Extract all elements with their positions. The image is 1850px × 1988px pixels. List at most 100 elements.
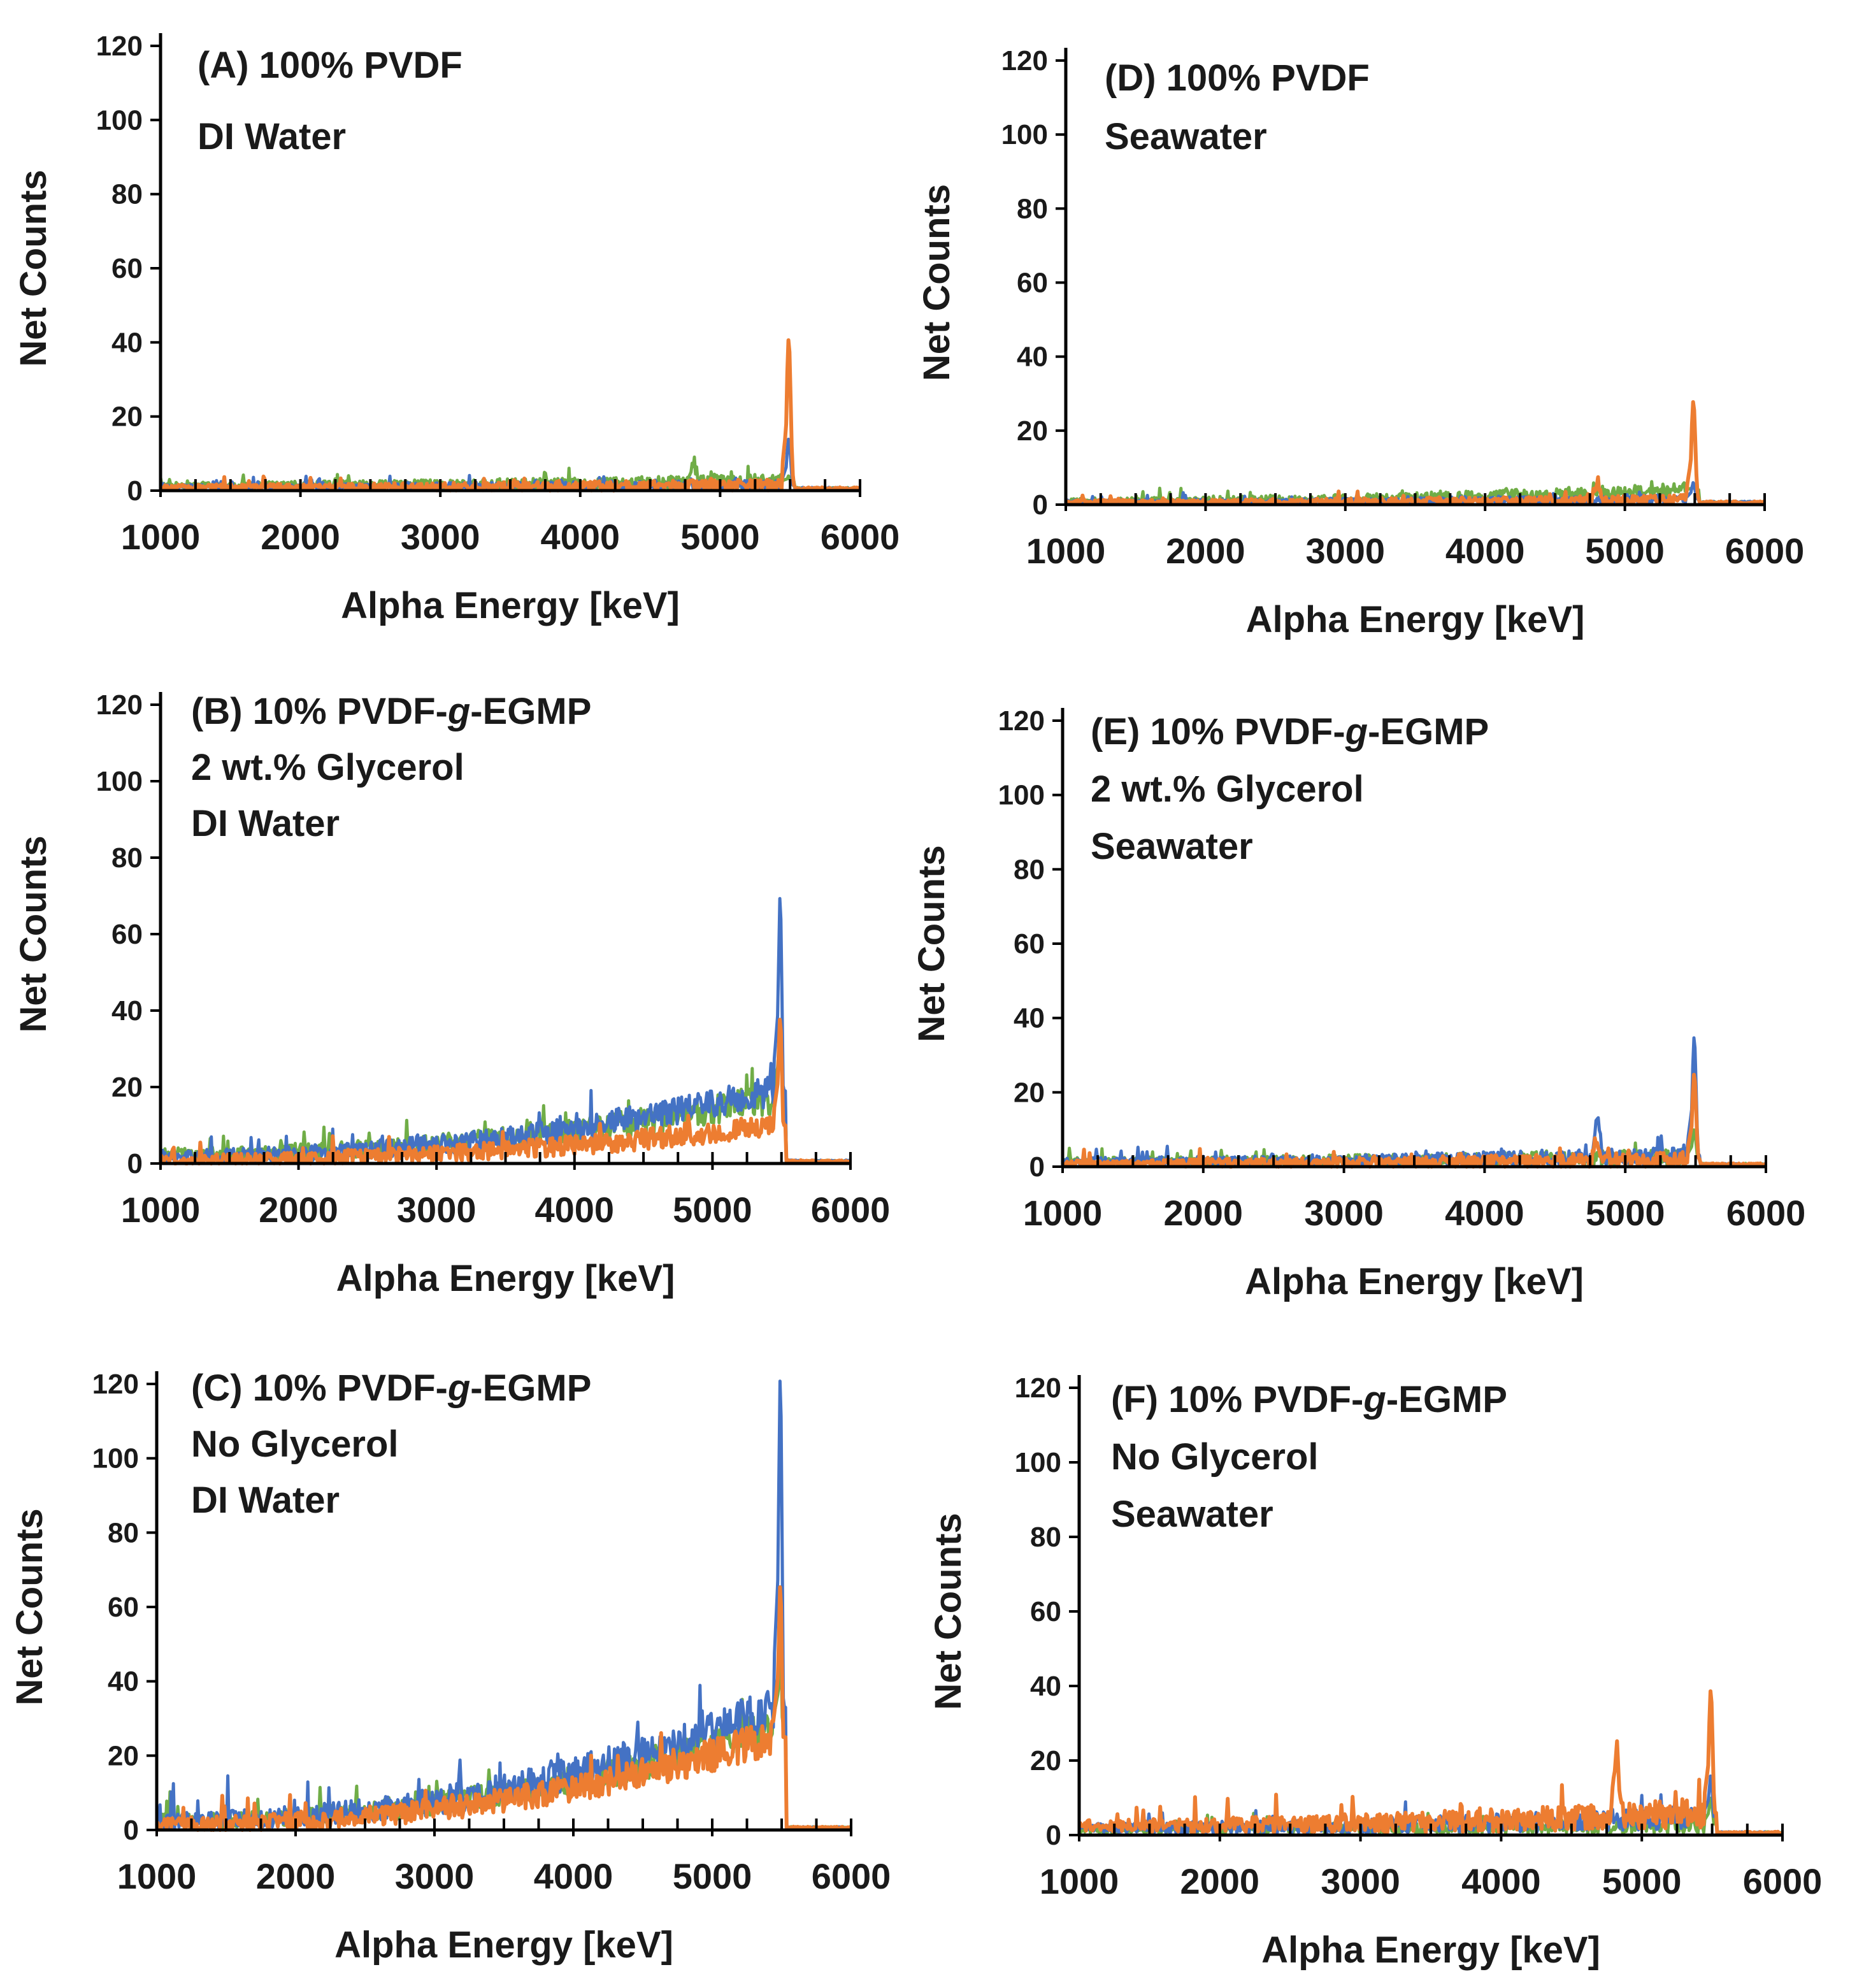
y-tick-label: 100 — [1015, 1447, 1061, 1478]
y-tick-label: 120 — [92, 1369, 139, 1400]
y-tick-label: 40 — [111, 327, 143, 358]
y-tick-label: 80 — [111, 842, 143, 874]
panel-f: 0 20 40 60 80 100 120 1000 2000 3000 4000 5000 6000 A… — [928, 1372, 1822, 1971]
panel-label: (D) 100% PVDF — [1105, 57, 1370, 99]
y-tick-label: 120 — [998, 705, 1045, 737]
y-tick-label: 20 — [1017, 415, 1048, 447]
y-tick-label: 120 — [96, 31, 143, 62]
y-tick-label: 100 — [96, 766, 143, 797]
x-tick-label: 3000 — [1304, 1193, 1384, 1233]
x-tick-label: 1000 — [1040, 1861, 1119, 1901]
y-tick-label: 60 — [1014, 928, 1045, 960]
x-tick-label: 1000 — [1023, 1193, 1103, 1233]
x-tick-label: 5000 — [1602, 1861, 1682, 1901]
y-axis-title: Net Counts — [916, 184, 957, 381]
x-tick-label: 5000 — [1586, 1193, 1665, 1233]
panel-label: (A) 100% PVDF — [197, 45, 462, 86]
x-axis-title: Alpha Energy [keV] — [1261, 1929, 1600, 1971]
y-tick-label: 60 — [1030, 1596, 1061, 1627]
x-tick-label: 3000 — [1321, 1861, 1400, 1901]
series-line-c-3 — [155, 1585, 852, 1832]
panel-label: (F) 10% PVDF-g-EGMP — [1111, 1379, 1507, 1420]
y-tick-label: 40 — [1017, 342, 1048, 373]
y-axis-title: Net Counts — [928, 1513, 969, 1710]
panel-condition: 2 wt.% Glycerol — [191, 747, 464, 788]
x-tick-label: 2000 — [261, 517, 340, 557]
y-tick-label: 80 — [1014, 854, 1045, 885]
y-tick-label: 80 — [1017, 193, 1048, 224]
y-axis-title: Net Counts — [911, 845, 952, 1042]
x-tick-label: 3000 — [401, 517, 480, 557]
panel-condition: No Glycerol — [1111, 1436, 1319, 1478]
x-axis-title: Alpha Energy [keV] — [341, 585, 680, 626]
y-tick-label: 20 — [1014, 1077, 1045, 1108]
x-tick-label: 5000 — [673, 1856, 752, 1896]
x-tick-label: 6000 — [811, 1190, 891, 1230]
x-tick-label: 4000 — [534, 1856, 613, 1896]
x-tick-label: 5000 — [680, 517, 760, 557]
y-tick-label: 0 — [1029, 1151, 1045, 1183]
x-axis-title: Alpha Energy [keV] — [336, 1258, 675, 1299]
x-tick-label: 2000 — [256, 1856, 336, 1896]
panel-condition: Seawater — [1091, 826, 1253, 867]
y-tick-label: 0 — [127, 1148, 143, 1179]
y-axis-title: Net Counts — [9, 1508, 50, 1705]
x-axis-title: Alpha Energy [keV] — [1245, 1261, 1584, 1302]
y-tick-label: 100 — [998, 780, 1045, 811]
x-tick-label: 2000 — [1164, 1193, 1244, 1233]
y-tick-label: 60 — [108, 1592, 139, 1623]
x-tick-label: 5000 — [673, 1190, 752, 1230]
x-tick-label: 6000 — [1726, 1193, 1806, 1233]
panel-condition: DI Water — [191, 803, 340, 844]
y-tick-label: 100 — [92, 1443, 139, 1474]
x-tick-label: 6000 — [1743, 1861, 1823, 1901]
panel-c: 0 20 40 60 80 100 120 1000 2000 3000 4000 5000 6000 A… — [9, 1367, 891, 1966]
y-tick-label: 80 — [1030, 1522, 1061, 1553]
y-axis-title: Net Counts — [13, 835, 54, 1032]
series-line-c-2 — [155, 1379, 852, 1831]
panel-condition: DI Water — [197, 116, 346, 157]
panel-label: (C) 10% PVDF-g-EGMP — [191, 1367, 591, 1409]
panel-b: 0 20 40 60 80 100 120 1000 2000 3000 4000 5000 6000 A… — [13, 689, 890, 1299]
y-tick-label: 120 — [1001, 45, 1048, 76]
y-tick-label: 80 — [111, 179, 143, 210]
panel-d: 0 20 40 60 80 100 120 1000 2000 3000 4000 5000 6000 A… — [916, 45, 1804, 640]
y-tick-label: 100 — [1001, 119, 1048, 150]
x-tick-label: 4000 — [535, 1190, 615, 1230]
x-tick-label: 3000 — [395, 1856, 475, 1896]
series-line-e-2 — [1061, 1036, 1767, 1168]
series-line-a-3 — [159, 338, 861, 493]
x-tick-label: 6000 — [812, 1856, 891, 1896]
y-axis-title: Net Counts — [13, 169, 54, 366]
series-line-b-3 — [159, 1018, 852, 1165]
y-tick-label: 20 — [111, 1072, 143, 1103]
y-tick-label: 0 — [1046, 1820, 1061, 1851]
panel-label: (E) 10% PVDF-g-EGMP — [1091, 711, 1489, 753]
panel-condition: 2 wt.% Glycerol — [1091, 768, 1364, 810]
y-tick-label: 40 — [111, 995, 143, 1026]
y-tick-label: 60 — [111, 919, 143, 950]
series-line-f-3 — [1077, 1689, 1784, 1836]
y-tick-label: 0 — [1033, 489, 1048, 521]
y-tick-label: 20 — [111, 401, 143, 433]
y-tick-label: 80 — [108, 1517, 139, 1548]
y-tick-label: 100 — [96, 104, 143, 136]
y-tick-label: 0 — [127, 475, 143, 507]
y-tick-label: 40 — [108, 1666, 139, 1697]
x-tick-label: 6000 — [821, 517, 900, 557]
x-tick-label: 2000 — [259, 1190, 338, 1230]
x-tick-label: 4000 — [1445, 1193, 1524, 1233]
y-tick-label: 0 — [124, 1815, 139, 1846]
x-tick-label: 4000 — [1445, 531, 1525, 571]
x-tick-label: 2000 — [1166, 531, 1245, 571]
y-tick-label: 120 — [1015, 1372, 1061, 1404]
x-tick-label: 6000 — [1725, 531, 1805, 571]
y-tick-label: 60 — [1017, 268, 1048, 299]
x-tick-label: 4000 — [541, 517, 620, 557]
panel-condition: Seawater — [1111, 1494, 1273, 1535]
panel-condition: DI Water — [191, 1480, 340, 1521]
y-tick-label: 20 — [108, 1740, 139, 1771]
x-tick-label: 3000 — [1306, 531, 1386, 571]
x-tick-label: 5000 — [1585, 531, 1665, 571]
